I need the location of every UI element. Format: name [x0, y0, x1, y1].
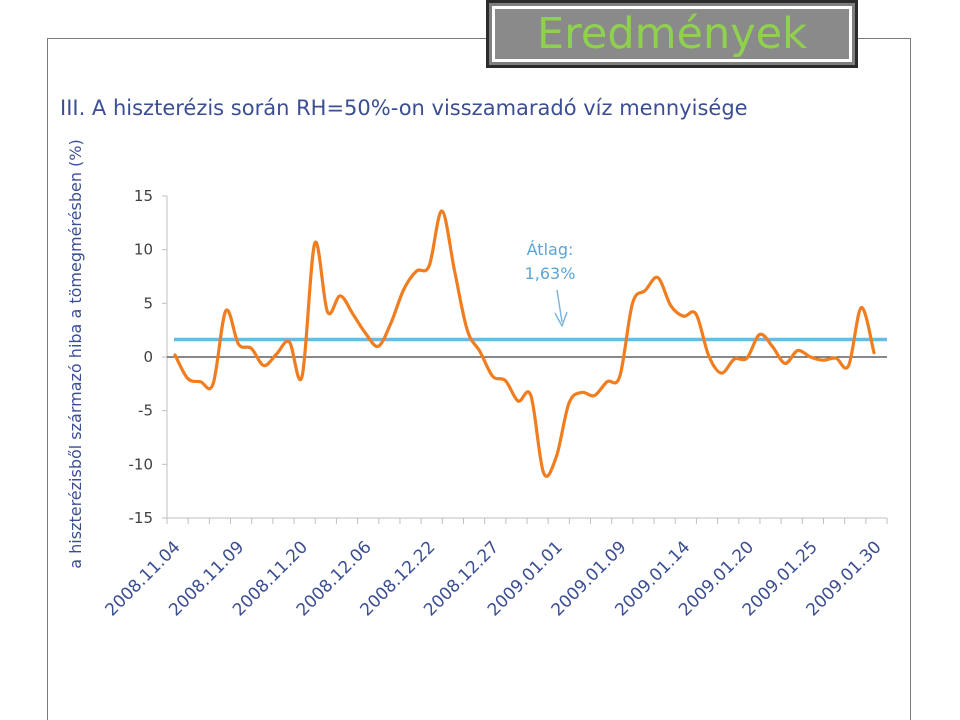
data-point	[809, 356, 812, 358]
data-point	[326, 311, 329, 313]
y-tick-label: 5	[143, 294, 153, 312]
data-point	[670, 304, 672, 307]
data-point	[682, 315, 685, 317]
data-point	[568, 402, 570, 404]
annotation-arrow-shaft	[556, 289, 563, 323]
data-point	[771, 345, 773, 347]
data-point	[822, 359, 824, 361]
data-point	[492, 375, 494, 377]
annotation-label: Átlag:	[527, 240, 574, 259]
data-point	[619, 375, 621, 377]
data-point	[644, 289, 646, 292]
data-point	[835, 357, 837, 359]
data-point	[466, 329, 468, 331]
data-point	[352, 313, 354, 315]
data-point	[733, 358, 735, 360]
data-point	[276, 353, 278, 355]
data-point	[250, 347, 252, 349]
data-point	[403, 288, 405, 290]
data-point	[187, 377, 189, 380]
data-point	[314, 242, 316, 244]
data-point	[517, 400, 519, 402]
data-point	[784, 362, 786, 364]
data-point	[657, 277, 659, 279]
slide-subtitle: III. A hiszterézis során RH=50%-on vissz…	[60, 96, 748, 120]
y-tick-label: -5	[138, 402, 153, 420]
annotation-arrow-head	[554, 311, 568, 327]
data-point	[860, 307, 862, 309]
data-point	[441, 210, 443, 212]
data-point	[428, 265, 430, 267]
y-tick-label: 10	[134, 241, 153, 259]
annotation-value: 1,63%	[525, 264, 576, 283]
data-point	[631, 302, 634, 304]
y-tick-label: 15	[134, 187, 153, 205]
data-point	[377, 345, 379, 347]
data-point	[288, 341, 290, 343]
slide-frame	[47, 38, 911, 720]
data-point	[530, 395, 532, 397]
data-point	[606, 381, 608, 383]
data-point	[225, 310, 227, 312]
data-point	[199, 381, 201, 383]
data-point	[543, 472, 545, 474]
data-point	[708, 355, 710, 357]
data-point	[415, 270, 418, 272]
data-point	[504, 380, 506, 382]
data-point	[174, 354, 176, 356]
data-point	[593, 395, 596, 397]
y-tick-label: -10	[129, 455, 154, 473]
data-point	[555, 456, 557, 458]
data-point	[263, 365, 265, 367]
data-point	[797, 350, 799, 352]
data-point	[695, 313, 697, 315]
data-point	[873, 352, 875, 354]
data-point	[339, 295, 341, 297]
y-tick-label: 0	[143, 348, 153, 366]
data-point	[746, 357, 748, 359]
data-point	[237, 343, 240, 345]
data-point	[479, 351, 481, 353]
title-box	[486, 0, 858, 68]
series-line	[173, 209, 876, 478]
data-point	[301, 375, 303, 377]
data-point	[390, 322, 392, 324]
data-point	[454, 270, 456, 272]
data-point	[759, 333, 761, 336]
y-tick-label: -15	[129, 509, 154, 527]
data-point	[720, 372, 723, 374]
data-point	[365, 332, 367, 334]
data-point	[581, 391, 583, 393]
slide-title: Eredmények	[536, 9, 808, 59]
data-point	[848, 365, 850, 367]
data-point	[212, 383, 214, 385]
